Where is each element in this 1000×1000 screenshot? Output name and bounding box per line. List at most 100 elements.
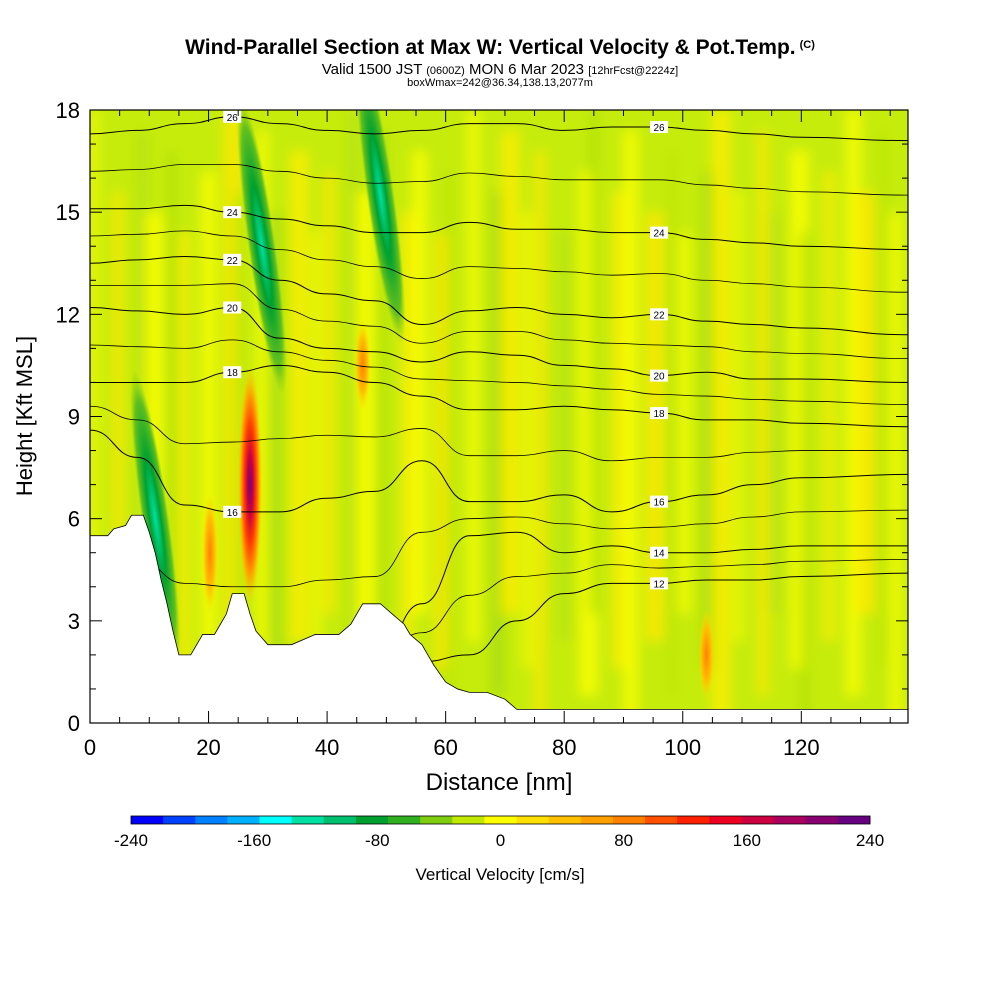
w-streak (257, 130, 268, 669)
theta-label-box (650, 577, 669, 590)
theta-label-box (650, 407, 669, 420)
x-tick-label: 60 (433, 735, 457, 760)
colorbar-label: Vertical Velocity [cm/s] (415, 865, 584, 884)
y-tick-label: 12 (56, 302, 80, 327)
y-tick-label: 18 (56, 98, 80, 123)
y-tick-label: 3 (68, 609, 80, 634)
colorbar-swatch (195, 816, 228, 824)
theta-label-box (223, 301, 242, 314)
updraft-core (202, 492, 219, 613)
x-tick-label: 80 (552, 735, 576, 760)
theta-label: 16 (653, 498, 665, 509)
chart-subtitle: Valid 1500 JST (0600Z) MON 6 Mar 2023 [1… (0, 61, 1000, 78)
x-tick-label: 40 (315, 735, 339, 760)
w-streak (734, 191, 743, 642)
colorbar-swatch (645, 816, 678, 824)
updraft-core (238, 364, 263, 605)
theta-label: 20 (227, 304, 239, 315)
y-tick-label: 0 (68, 711, 80, 736)
terrain-mask (89, 514, 909, 724)
w-streak (234, 191, 242, 615)
w-streak (323, 171, 335, 615)
w-streak (178, 232, 190, 723)
colorbar-tick-label: -160 (237, 831, 271, 850)
colorbar-swatch (773, 816, 807, 824)
theta-contour (90, 116, 908, 142)
w-streak (312, 232, 320, 696)
colorbar: -240 -160 -80 0 80 160 240 (114, 815, 884, 850)
forecast-info: [12hrFcst@2224z] (588, 65, 679, 77)
chart-title: Wind-Parallel Section at Max W: Vertical… (0, 36, 1000, 60)
colorbar-swatch (516, 816, 550, 824)
w-streak (890, 212, 901, 723)
w-streak (857, 191, 875, 615)
potential-temperature-contours: 12121414161618182020222224242626 (90, 110, 908, 669)
w-streak (401, 212, 413, 696)
box-info: boxWmax=242@36.34,138.13,2077m (407, 77, 593, 89)
theta-label: 26 (653, 123, 665, 134)
theta-label-box (650, 121, 669, 134)
theta-contour (90, 164, 908, 196)
valid-time: Valid 1500 JST (321, 61, 423, 78)
colorbar-swatch (612, 816, 646, 824)
theta-label: 26 (227, 113, 239, 124)
theta-label-box (650, 546, 669, 559)
w-streak (290, 150, 309, 642)
colorbar-swatch (677, 816, 710, 824)
w-streak (623, 130, 638, 723)
colorbar-swatch (709, 816, 742, 824)
y-tick-label: 9 (68, 405, 80, 430)
title-copyright-mark: (C) (799, 39, 815, 51)
colorbar-swatch (323, 816, 357, 824)
theta-label: 22 (227, 256, 239, 267)
theta-label: 18 (653, 409, 665, 420)
terrain-profile (89, 514, 909, 724)
colorbar-tick-label: -80 (365, 831, 390, 850)
colorbar-tick-label: 0 (496, 831, 505, 850)
w-streak (768, 212, 783, 615)
x-tick-label: 20 (196, 735, 220, 760)
colorbar-swatch (548, 816, 582, 824)
colorbar-tick-label: 240 (856, 831, 884, 850)
theta-label: 18 (227, 368, 239, 379)
y-axis-label: Height [Kft MSL] (12, 336, 37, 496)
theta-label: 24 (653, 229, 665, 240)
updraft-core (698, 609, 715, 700)
w-streak (557, 232, 572, 642)
w-streak (679, 232, 690, 615)
colorbar-swatch (805, 816, 839, 824)
updraft-core (354, 320, 371, 411)
w-streak (590, 110, 598, 615)
theta-label: 14 (653, 549, 665, 560)
theta-label: 22 (653, 310, 665, 321)
colorbar-swatch (452, 816, 485, 824)
theta-contour (90, 204, 908, 251)
w-streak (468, 110, 479, 642)
theta-label-box (650, 369, 669, 382)
colorbar-swatch (388, 816, 421, 824)
colorbar-swatch (355, 816, 389, 824)
theta-contour (90, 405, 908, 462)
theta-label-box (223, 366, 242, 379)
theta-label-box (650, 308, 669, 321)
x-axis-label: Distance [nm] (426, 769, 573, 796)
y-tick-label: 15 (56, 200, 80, 225)
colorbar-swatch (131, 816, 164, 824)
colorbar-tick-label: -240 (114, 831, 148, 850)
vertical-velocity-field (90, 110, 908, 723)
colorbar-swatch (837, 816, 871, 824)
theta-label: 16 (227, 508, 239, 519)
theta-contour (90, 339, 908, 405)
colorbar-tick-label: 80 (614, 831, 633, 850)
colorbar-swatch (227, 816, 261, 824)
colorbar-swatch (741, 816, 775, 824)
x-tick-label: 120 (783, 735, 820, 760)
axes: 0 20 40 60 80 100 120 0 3 6 9 12 15 18 (56, 98, 908, 760)
w-streak (445, 171, 453, 723)
theta-label-box (650, 495, 669, 508)
theta-contour (90, 230, 908, 293)
colorbar-swatch (484, 816, 518, 824)
theta-contour (90, 364, 908, 428)
theta-contour (90, 509, 908, 588)
theta-contour (90, 283, 908, 360)
